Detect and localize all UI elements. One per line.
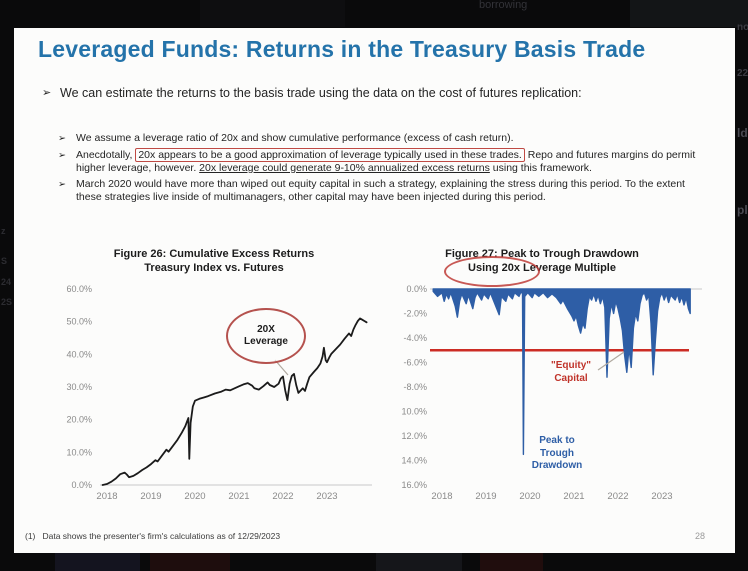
- leverage-annotation-line2: Leverage: [244, 336, 288, 347]
- svg-text:2022: 2022: [272, 491, 293, 502]
- svg-text:40.0%: 40.0%: [66, 349, 92, 359]
- main-bullet-text: We can estimate the returns to the basis…: [60, 86, 582, 100]
- using-20x-circle-annotation: [444, 256, 540, 287]
- frame-top-shade: [200, 0, 345, 27]
- frame-right-fragment: pl: [737, 203, 748, 217]
- frame-bottom-shade: [480, 553, 543, 571]
- sub-bullet: ➢ Anecdotally, 20x appears to be a good a…: [58, 147, 706, 175]
- svg-text:60.0%: 60.0%: [66, 284, 92, 294]
- svg-text:2023: 2023: [651, 491, 672, 502]
- figure-26-title: Figure 26: Cumulative Excess Returns Tre…: [74, 248, 354, 276]
- slide-title: Leveraged Funds: Returns in the Treasury…: [38, 36, 646, 62]
- svg-text:-2.0%: -2.0%: [403, 309, 427, 319]
- svg-text:20.0%: 20.0%: [66, 415, 92, 425]
- leverage-annotation-ellipse: 20X Leverage: [226, 308, 306, 364]
- equity-capital-line1: "Equity": [550, 360, 592, 371]
- svg-text:2021: 2021: [563, 491, 584, 502]
- frame-left-fragment: 2S: [1, 297, 13, 307]
- figure-27-plot: 0.0% -2.0% -4.0% -6.0% -8.0% -10.0% -12.0% -14.…: [402, 284, 702, 502]
- svg-text:-8.0%: -8.0%: [403, 382, 427, 392]
- frame-bottom-shade: [55, 553, 140, 571]
- frame-left-fragment: z: [1, 226, 6, 236]
- svg-text:2020: 2020: [184, 491, 205, 502]
- svg-text:2019: 2019: [475, 491, 496, 502]
- svg-text:-6.0%: -6.0%: [403, 358, 427, 368]
- svg-text:0.0%: 0.0%: [406, 284, 427, 294]
- figure-26-plot: 60.0% 50.0% 40.0% 30.0% 20.0% 10.0% 0.0% 2018 20…: [66, 284, 372, 502]
- peak-label-line1: Peak to: [539, 435, 575, 446]
- frame-left-fragment: S: [1, 256, 8, 266]
- svg-text:-10.0%: -10.0%: [402, 407, 427, 417]
- bullet-arrow-icon: ➢: [58, 179, 66, 191]
- frame-bottom-shade: [376, 553, 462, 571]
- bullet-arrow-icon: ➢: [42, 87, 52, 99]
- svg-text:2021: 2021: [228, 491, 249, 502]
- frame-right-fragment: no: [737, 22, 748, 33]
- peak-label-line2: Trough: [540, 447, 574, 459]
- svg-text:2018: 2018: [431, 491, 452, 502]
- svg-text:30.0%: 30.0%: [66, 382, 92, 392]
- sub-bullet: ➢ We assume a leverage ratio of 20x and s…: [58, 132, 706, 145]
- leverage-annotation-line1: 20X: [257, 323, 275, 335]
- figure-26-chart: Figure 26: Cumulative Excess Returns Tre…: [44, 248, 379, 510]
- presentation-slide: Leveraged Funds: Returns in the Treasury…: [14, 28, 735, 553]
- page-number: 28: [694, 531, 705, 541]
- equity-capital-label: "Equity" Capital: [531, 360, 611, 385]
- figure-26-title-line2: Treasury Index vs. Futures: [144, 261, 284, 274]
- svg-text:-12.0%: -12.0%: [402, 431, 427, 441]
- frame-right-fragment: ld: [737, 126, 748, 140]
- footnote: (1) Data shows the presenter's firm's ca…: [25, 531, 281, 541]
- frame-left-fragment: 24: [1, 277, 12, 287]
- frame-background-text: borrowing: [479, 0, 528, 11]
- svg-text:-16.0%: -16.0%: [402, 480, 427, 490]
- svg-text:2018: 2018: [96, 491, 117, 502]
- svg-text:10.0%: 10.0%: [66, 447, 92, 457]
- svg-text:-4.0%: -4.0%: [403, 333, 427, 343]
- equity-capital-line2: Capital: [554, 372, 588, 384]
- svg-text:50.0%: 50.0%: [66, 317, 92, 327]
- sub-bullet-text: March 2020 would have more than wiped ou…: [76, 178, 685, 204]
- frame-top-shade: [630, 0, 748, 27]
- figure-26-title-line1: Figure 26: Cumulative Excess Returns: [113, 248, 315, 260]
- figure-27-chart: Figure 27: Peak to Trough Drawdown Using…: [402, 248, 737, 510]
- svg-text:2023: 2023: [316, 491, 337, 502]
- bullet-arrow-icon: ➢: [58, 149, 66, 161]
- main-bullet: ➢ We can estimate the returns to the bas…: [42, 86, 702, 100]
- bullet-arrow-icon: ➢: [58, 133, 66, 144]
- frame-bottom-shade: [150, 553, 230, 571]
- svg-text:2019: 2019: [140, 491, 161, 502]
- sub-bullet: ➢ March 2020 would have more than wiped o…: [58, 178, 706, 204]
- svg-text:-14.0%: -14.0%: [402, 456, 427, 466]
- figure-27-title-line1: Figure 27: Peak to Trough Drawdown: [445, 248, 639, 260]
- sub-bullet-list: ➢ We assume a leverage ratio of 20x and s…: [58, 132, 706, 208]
- svg-text:2020: 2020: [519, 491, 540, 502]
- sub-bullet-text: We assume a leverage ratio of 20x and sh…: [76, 132, 514, 144]
- frame-right-fragment: 22: [737, 68, 748, 79]
- peak-to-trough-label: Peak to Trough Drawdown: [517, 435, 597, 473]
- peak-label-line3: Drawdown: [531, 460, 583, 471]
- svg-text:2022: 2022: [607, 491, 628, 502]
- svg-text:0.0%: 0.0%: [71, 480, 92, 490]
- sub-bullet-text: Anecdotally, 20x appears to be a good ap…: [76, 147, 696, 174]
